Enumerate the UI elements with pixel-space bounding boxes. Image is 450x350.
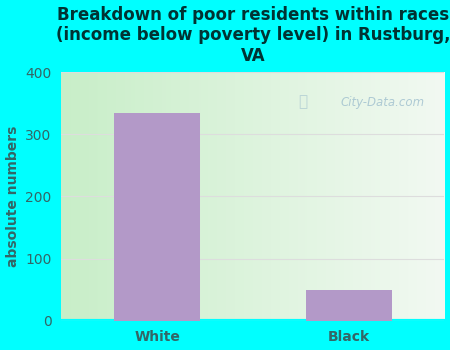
Bar — [306, 290, 392, 321]
Text: City-Data.com: City-Data.com — [341, 96, 425, 108]
Y-axis label: absolute numbers: absolute numbers — [5, 126, 19, 267]
Bar — [114, 113, 200, 321]
Title: Breakdown of poor residents within races
(income below poverty level) in Rustbur: Breakdown of poor residents within races… — [56, 6, 450, 65]
Text: ⓘ: ⓘ — [298, 94, 307, 110]
